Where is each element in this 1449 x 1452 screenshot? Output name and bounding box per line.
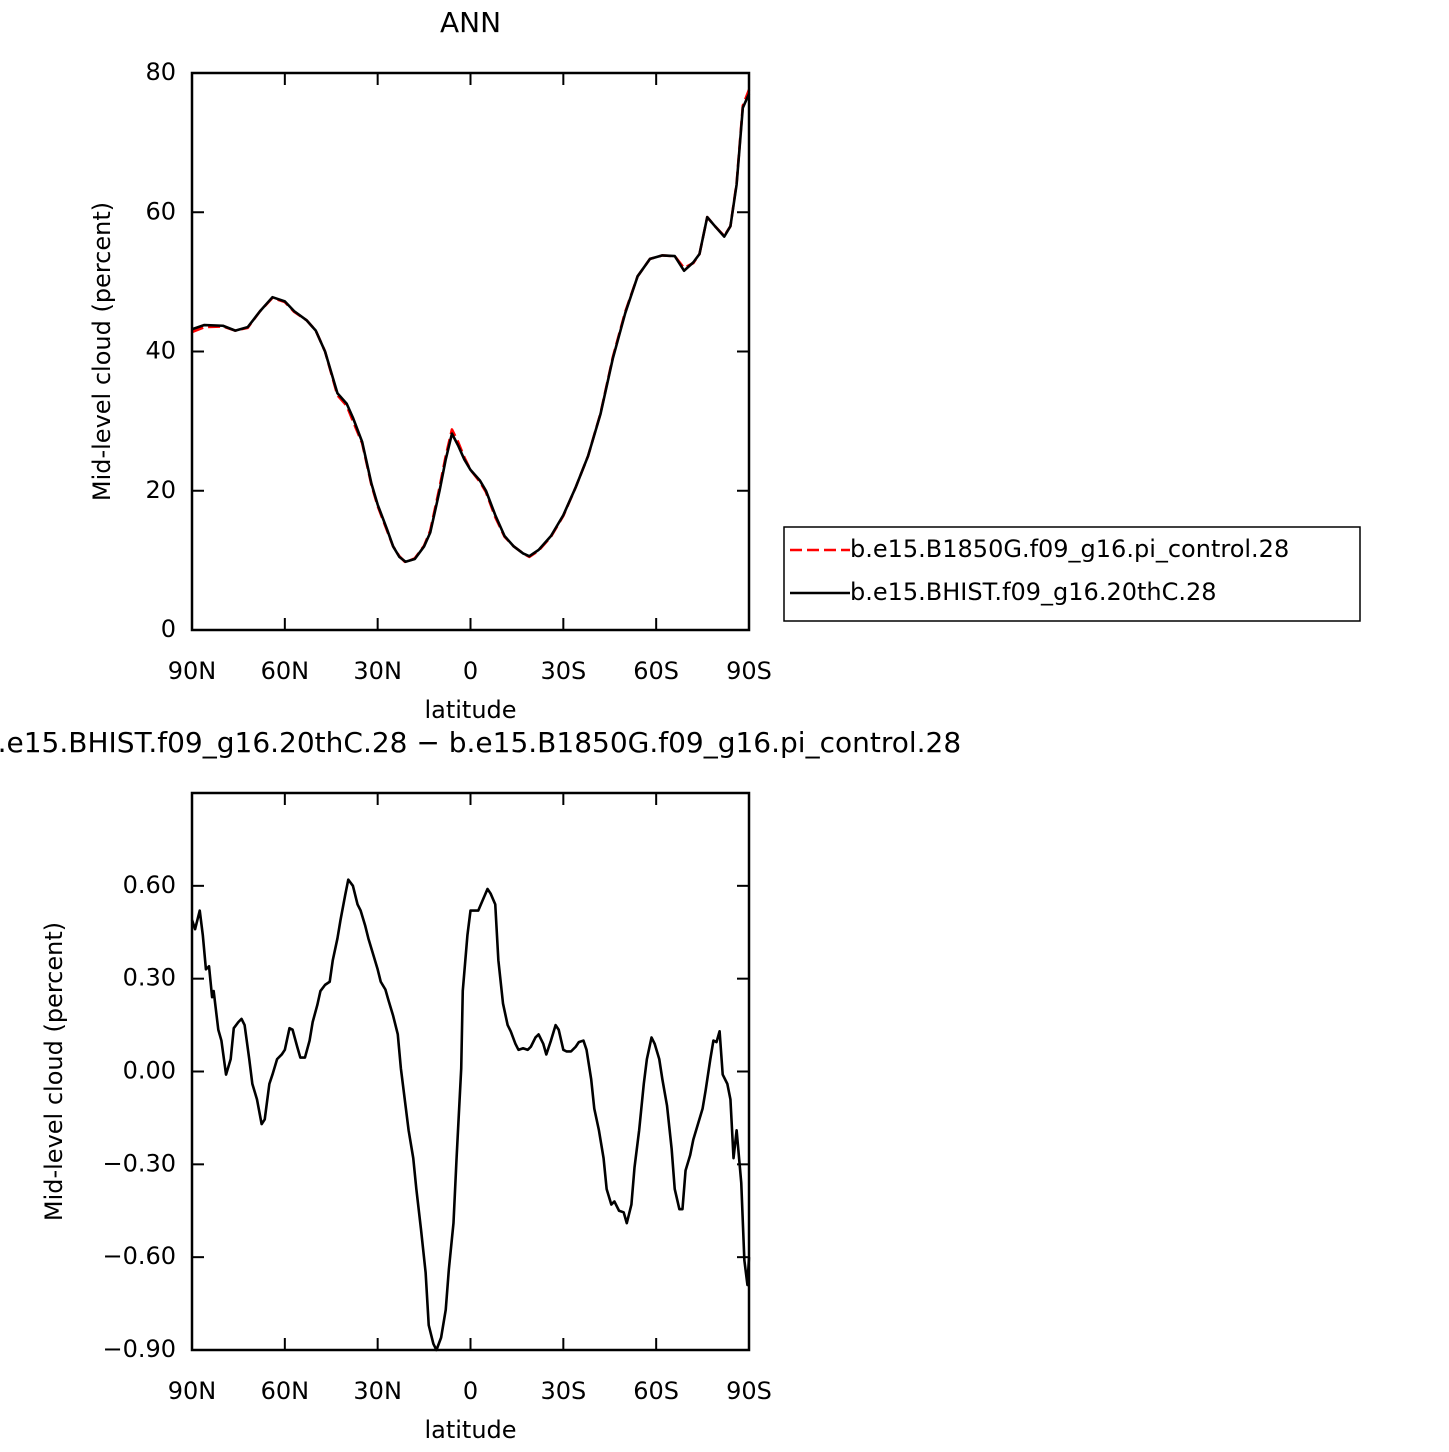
x-tick-label: 0 (463, 1377, 478, 1405)
y-tick-label: 20 (145, 476, 176, 504)
y-tick-label: 80 (145, 58, 176, 86)
y-tick-label: 40 (145, 337, 176, 365)
x-tick-label: 60S (633, 1377, 679, 1405)
y-tick-label: 0.00 (123, 1057, 176, 1085)
x-axis-label: latitude (424, 1416, 516, 1444)
y-tick-label: −0.30 (102, 1149, 176, 1177)
y-tick-label: 0.60 (123, 871, 176, 899)
series-line (190, 878, 751, 1352)
x-tick-label: 60N (261, 1377, 310, 1405)
x-tick-label: 90N (168, 1377, 217, 1405)
y-tick-label: 0.30 (123, 964, 176, 992)
legend-box (783, 526, 1361, 622)
series-line (191, 89, 751, 564)
y-tick-label: 60 (145, 197, 176, 225)
legend-label: b.e15.BHIST.f09_g16.20thC.28 (850, 578, 1217, 606)
x-tick-label: 30S (540, 657, 586, 685)
y-axis-label: Mid-level cloud (percent) (40, 922, 68, 1221)
x-tick-label: 90S (726, 657, 772, 685)
x-tick-label: 60N (261, 657, 310, 685)
y-tick-label: −0.60 (102, 1242, 176, 1270)
x-axis-label: latitude (424, 696, 516, 724)
x-tick-label: 30S (540, 1377, 586, 1405)
chart-title: ANN (440, 6, 501, 39)
x-tick-label: 90N (168, 657, 217, 685)
x-tick-label: 90S (726, 1377, 772, 1405)
chart-title: b.e15.BHIST.f09_g16.20thC.28 − b.e15.B18… (0, 726, 961, 759)
y-axis-label: Mid-level cloud (percent) (88, 202, 116, 501)
x-tick-label: 30N (353, 657, 402, 685)
plot-frame (190, 71, 751, 632)
legend-label: b.e15.B1850G.f09_g16.pi_control.28 (850, 535, 1289, 563)
plot-frame (190, 791, 751, 1352)
x-tick-label: 30N (353, 1377, 402, 1405)
x-tick-label: 0 (463, 657, 478, 685)
x-tick-label: 60S (633, 657, 679, 685)
y-tick-label: −0.90 (102, 1335, 176, 1363)
series-line (191, 93, 751, 564)
y-tick-label: 0 (161, 615, 176, 643)
